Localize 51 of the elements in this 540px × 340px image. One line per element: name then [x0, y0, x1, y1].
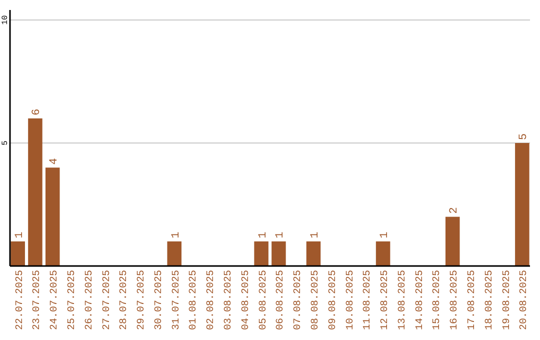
x-tick-label: 12.08.2025: [380, 270, 392, 330]
data-label: 6: [31, 108, 44, 116]
bar: [167, 241, 182, 266]
x-tick-label: 07.08.2025: [293, 270, 304, 330]
x-tick-label: 01.08.2025: [188, 270, 200, 330]
data-label: 4: [48, 158, 61, 165]
bar: [515, 143, 530, 266]
bar: [306, 241, 321, 266]
bar: [254, 241, 268, 266]
x-tick-label: 22.07.2025: [14, 270, 26, 330]
x-tick-label: 19.08.2025: [502, 270, 513, 330]
data-label: 1: [309, 231, 322, 238]
x-tick-label: 27.07.2025: [102, 270, 113, 330]
x-tick-label: 13.08.2025: [397, 270, 408, 330]
data-label: 1: [170, 231, 182, 238]
x-tick-label: 31.07.2025: [171, 270, 182, 330]
x-tick-label: 15.08.2025: [432, 270, 444, 330]
bar: [272, 241, 286, 266]
x-tick-label: 24.07.2025: [50, 270, 61, 330]
x-tick-label: 25.07.2025: [67, 270, 78, 330]
x-tick-label: 16.08.2025: [450, 270, 461, 330]
data-label: 2: [448, 207, 461, 214]
data-label: 1: [379, 231, 392, 238]
x-tick-label: 28.07.2025: [119, 270, 130, 330]
x-tick-label: 11.08.2025: [362, 270, 374, 330]
y-tick-label: 10: [1, 15, 10, 25]
x-tick-label: 26.07.2025: [84, 270, 96, 330]
x-tick-label: 04.08.2025: [240, 270, 252, 330]
x-tick-label: 02.08.2025: [206, 270, 218, 330]
x-tick-label: 14.08.2025: [414, 270, 426, 330]
data-label: 5: [518, 133, 530, 140]
x-tick-label: 06.08.2025: [276, 270, 287, 330]
data-label: 1: [14, 231, 26, 238]
bar: [376, 241, 390, 266]
x-tick-label: 03.08.2025: [224, 270, 235, 330]
x-tick-label: 09.08.2025: [328, 270, 339, 330]
bar: [10, 241, 25, 266]
x-tick-label: 10.08.2025: [345, 270, 356, 330]
bar: [28, 118, 42, 266]
bar: [445, 216, 460, 266]
x-tick-label: 08.08.2025: [310, 270, 322, 330]
data-label: 1: [257, 231, 270, 238]
x-tick-label: 29.07.2025: [136, 270, 148, 330]
x-tick-label: 17.08.2025: [467, 270, 478, 330]
x-tick-label: 30.07.2025: [154, 270, 165, 330]
bar: [45, 168, 60, 266]
x-tick-label: 23.07.2025: [32, 270, 44, 330]
data-label: 1: [274, 231, 287, 238]
x-tick-label: 18.08.2025: [484, 270, 496, 330]
x-tick-label: 05.08.2025: [258, 270, 270, 330]
x-tick-label: 20.08.2025: [519, 270, 530, 330]
